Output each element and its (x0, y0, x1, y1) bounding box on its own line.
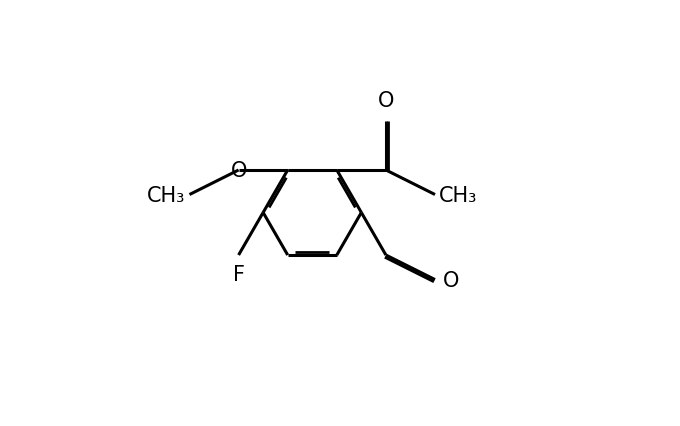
Text: O: O (231, 161, 247, 181)
Text: CH₃: CH₃ (147, 185, 185, 205)
Text: O: O (443, 270, 459, 290)
Text: O: O (377, 91, 394, 111)
Text: CH₃: CH₃ (439, 185, 477, 205)
Text: F: F (233, 264, 245, 284)
